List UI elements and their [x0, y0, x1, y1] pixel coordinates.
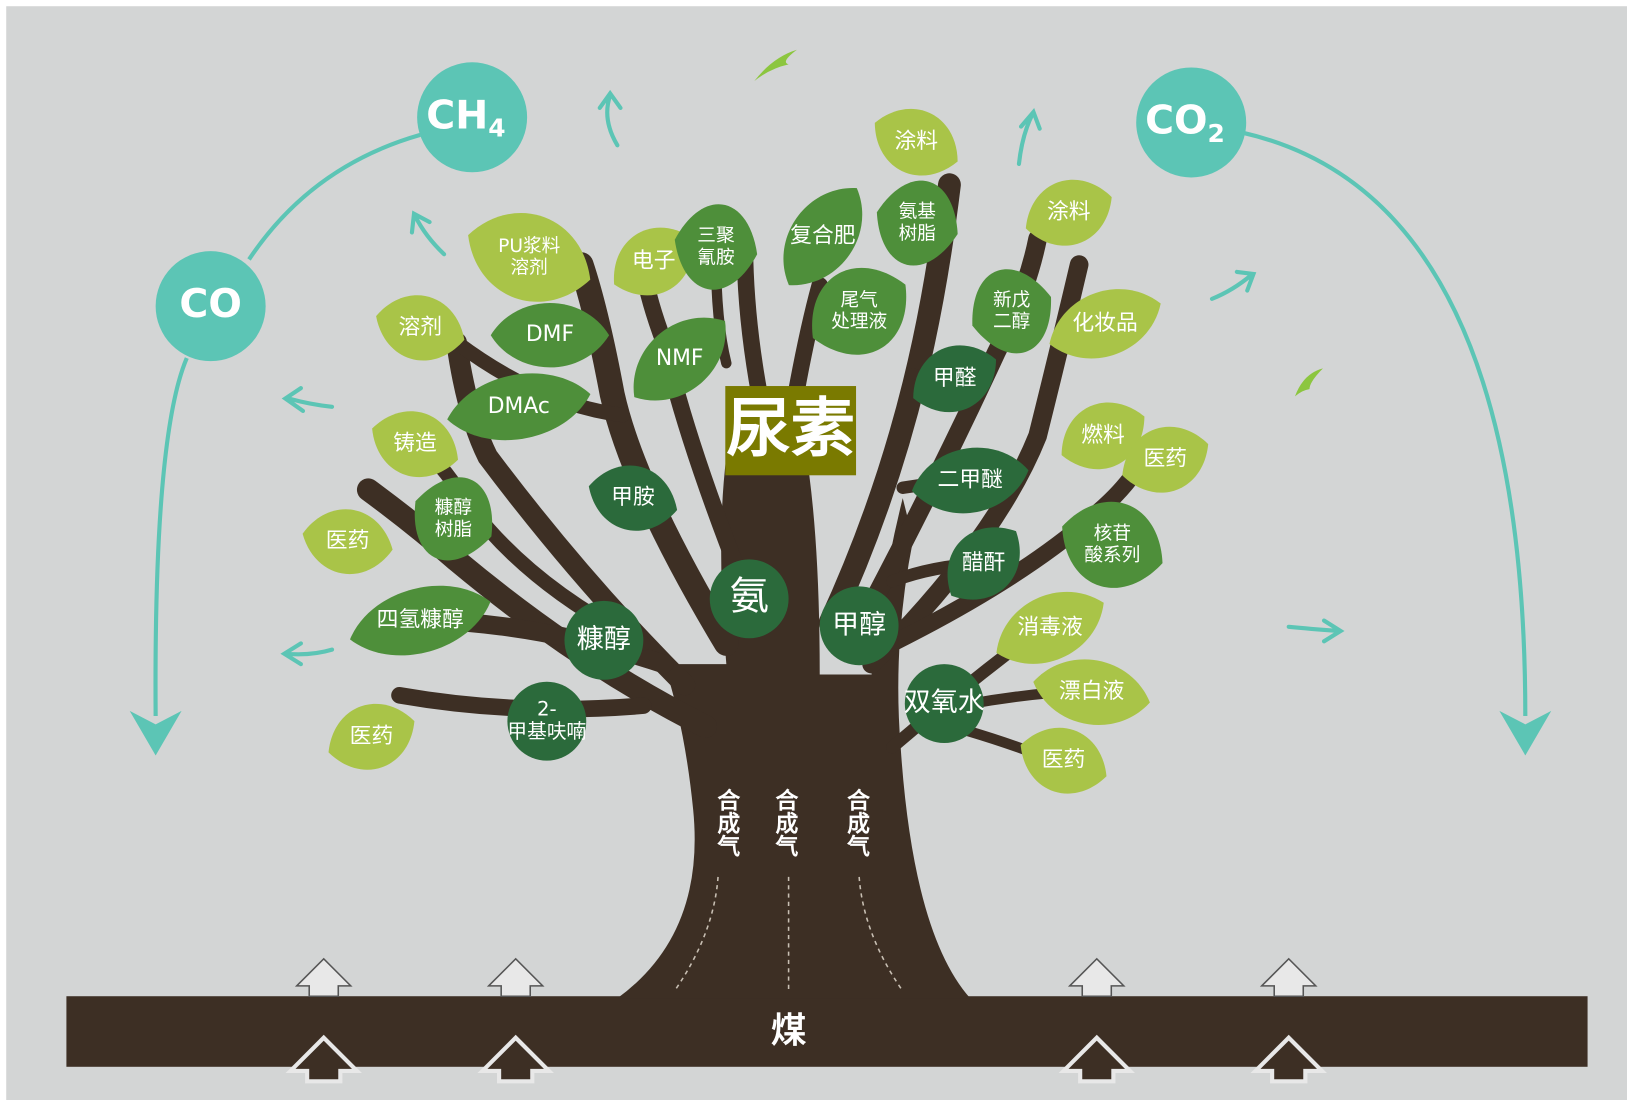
bubble-label: CO — [179, 281, 241, 327]
node-label: 氨基 — [899, 202, 937, 223]
syngas-label: 合成气 — [843, 788, 870, 859]
bubble-sub: 4 — [488, 114, 505, 143]
node-label: 医药 — [350, 724, 394, 749]
bubble: CO2 — [1136, 67, 1246, 177]
node-label: 燃料 — [1081, 423, 1125, 448]
node-label: 四氢糠醇 — [377, 608, 464, 633]
node-label: 涂料 — [1047, 200, 1091, 225]
node-label: 电子 — [632, 249, 676, 274]
bubble-text: CO — [179, 281, 241, 327]
node-label: 溶剂 — [398, 315, 442, 340]
node-label: 二甲醚 — [938, 467, 1004, 492]
ground-bar — [66, 996, 1587, 1067]
node-label: 甲基呋喃 — [507, 720, 586, 743]
node-label: 甲醛 — [933, 366, 977, 391]
syngas-label: 合成气 — [771, 788, 798, 859]
bubble-text: CO — [1145, 97, 1207, 143]
node-label: 甲醇 — [832, 609, 886, 640]
node-label: PU浆料 — [498, 236, 561, 257]
node-label: 糠醇 — [577, 624, 631, 655]
node-label: 复合肥 — [790, 224, 855, 249]
node: 氨 — [710, 559, 789, 638]
node-label: 三聚 — [697, 226, 735, 247]
node: 2-甲基呋喃 — [507, 682, 586, 761]
node-label: 涂料 — [894, 129, 938, 154]
node-label: 氨 — [729, 573, 768, 619]
node-label: 新戊 — [993, 290, 1031, 311]
node: 甲醇 — [820, 586, 899, 665]
node-label: 化妆品 — [1072, 311, 1137, 336]
node-label: 树脂 — [899, 224, 936, 245]
node-label: 溶剂 — [511, 258, 548, 279]
node-label: 医药 — [1042, 748, 1086, 773]
node-label: 2- — [537, 697, 557, 720]
tree-diagram: 涂料涂料PU浆料溶剂电子溶剂化妆品铸造燃料医药医药消毒液漂白液医药医药三聚氰胺复… — [0, 0, 1627, 1100]
bubble: CO — [156, 251, 266, 361]
node-label: 二醇 — [993, 312, 1030, 333]
page: 涂料涂料PU浆料溶剂电子溶剂化妆品铸造燃料医药医药消毒液漂白液医药医药三聚氰胺复… — [0, 0, 1627, 1100]
ground-label: 煤 — [771, 1011, 807, 1052]
node-label: DMF — [526, 322, 574, 347]
node-label: 医药 — [326, 529, 370, 554]
node-label: 尾气 — [841, 290, 878, 311]
node-label: 糠醇 — [435, 496, 472, 518]
node-label: 医药 — [1143, 447, 1187, 472]
node-label: 氰胺 — [697, 247, 734, 268]
node-label: DMAc — [488, 394, 550, 419]
node-label: 树脂 — [435, 519, 472, 540]
node-label: 漂白液 — [1059, 679, 1124, 704]
bubble-text: CH — [426, 92, 488, 138]
node-label: 双氧水 — [904, 687, 985, 718]
node-label: 甲胺 — [611, 485, 655, 510]
node-label: 酸系列 — [1084, 545, 1140, 566]
node-label: 核苷 — [1094, 523, 1131, 544]
bubble-sub: 2 — [1208, 119, 1225, 148]
node: 糠醇 — [564, 601, 643, 680]
center-label: 尿素 — [726, 391, 855, 466]
bubble: CH4 — [417, 62, 527, 172]
node-label: 消毒液 — [1017, 615, 1082, 640]
syngas-label: 合成气 — [713, 788, 740, 859]
node-label: 铸造 — [393, 431, 437, 456]
node-label: 醋酐 — [962, 550, 1006, 575]
node-label: 处理液 — [831, 312, 887, 333]
node-label: NMF — [656, 346, 704, 371]
